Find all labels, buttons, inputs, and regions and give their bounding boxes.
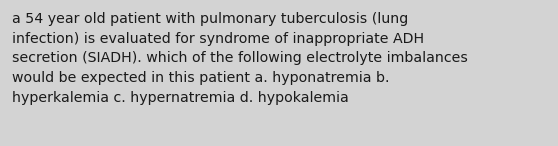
Text: a 54 year old patient with pulmonary tuberculosis (lung
infection) is evaluated : a 54 year old patient with pulmonary tub… xyxy=(12,12,468,105)
